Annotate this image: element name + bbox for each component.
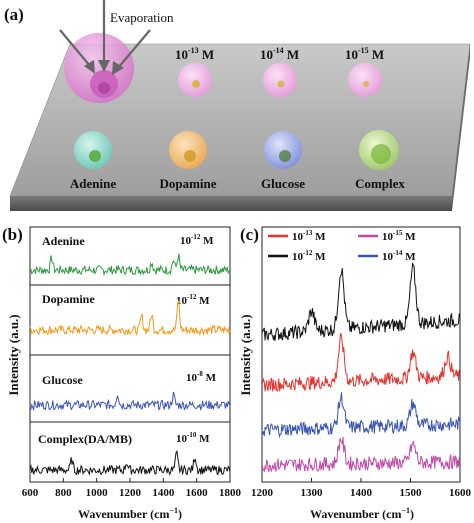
droplet-complex — [359, 130, 399, 170]
panel-c-ylabel: Intensity (a.u.) — [238, 314, 253, 395]
spectrum-dopamine — [29, 300, 231, 337]
panel-c-label: (c) — [240, 225, 259, 244]
x-tick-label: 1600 — [449, 487, 472, 499]
evaporating-droplet — [64, 33, 134, 103]
substrate-side — [10, 196, 452, 211]
panel-c-frame — [261, 226, 461, 483]
substrate-right-side — [452, 44, 470, 211]
panel-c-legend: 10-13 M 10-15 M 10-12 M 10-14 M — [268, 229, 416, 263]
analyte-label-glucose: Glucose — [261, 176, 305, 191]
spectrum-10-12-M — [261, 262, 461, 341]
x-tick-label: 1600 — [186, 487, 209, 499]
x-tick-label: 1400 — [152, 487, 175, 499]
panel-c-xlabel: Wavenumber (cm−1) — [310, 506, 414, 521]
spectrum-complex-da-mb- — [29, 450, 231, 476]
x-tick-label: 1200 — [119, 487, 142, 499]
x-tick-label: 1200 — [251, 487, 274, 499]
conc-label-1e-15: 10-15 M — [345, 46, 384, 62]
panel-a-label: (a) — [4, 5, 24, 24]
x-tick-label: 1500 — [400, 487, 423, 499]
trace-label-glucose: Glucose — [42, 373, 83, 387]
legend-label: 10-12 M — [292, 249, 326, 263]
x-tick-label: 1800 — [219, 487, 242, 499]
legend-label: 10-15 M — [382, 229, 416, 243]
spectrum-10-13-M — [261, 333, 461, 392]
panel-b-frame-3 — [29, 354, 231, 423]
analyte-label-dopamine: Dopamine — [159, 176, 216, 191]
droplet-1e-15 — [348, 63, 382, 97]
x-tick-label: 1400 — [350, 487, 373, 499]
trace-label-dopamine: Dopamine — [42, 292, 95, 306]
droplet-dopamine — [169, 131, 207, 169]
legend-label: 10-14 M — [382, 249, 416, 263]
panel-c: (c) Intensity (a.u.) 10-13 M 10-15 M 10-12… — [238, 225, 472, 521]
x-tick-label: 1000 — [86, 487, 109, 499]
conc-label-1e-13: 10-13 M — [175, 46, 214, 62]
droplet-1e-14 — [263, 63, 297, 97]
spectrum-10-15-M — [261, 436, 461, 474]
analyte-label-adenine: Adenine — [70, 176, 116, 191]
x-tick-label: 800 — [55, 487, 72, 499]
panel-b-frame-4 — [29, 421, 231, 483]
panel-b-traces — [29, 253, 231, 476]
panel-b-xlabel: Wavenumber (cm−1) — [78, 506, 182, 521]
panel-b-label: (b) — [2, 225, 23, 244]
droplet-adenine — [74, 131, 112, 169]
droplet-glucose — [264, 131, 302, 169]
trace-label-complex: Complex(DA/MB) — [38, 432, 132, 446]
x-tick-label: 1300 — [301, 487, 324, 499]
panel-c-x-axis: 1200 1300 1400 1500 1600 — [251, 478, 472, 499]
panel-b: (b) Intensity (a.u.) Adenine Dopamine Gl… — [2, 225, 242, 521]
legend-label: 10-13 M — [292, 229, 326, 243]
panel-a: (a) Evaporation — [4, 0, 471, 211]
trace-conc-adenine: 10-12 M — [180, 233, 214, 247]
trace-conc-complex: 10-10 M — [176, 431, 210, 445]
evaporation-label: Evaporation — [110, 10, 174, 25]
panel-b-x-axis: 600 800 1000 1200 1400 1600 1800 — [22, 478, 242, 499]
panel-b-ylabel: Intensity (a.u.) — [6, 314, 21, 395]
trace-conc-glucose: 10-8 M — [186, 370, 217, 384]
droplet-1e-13 — [178, 63, 212, 97]
trace-label-adenine: Adenine — [42, 234, 85, 248]
x-tick-label: 600 — [22, 487, 39, 499]
spectrum-glucose — [29, 391, 231, 412]
conc-label-1e-14: 10-14 M — [260, 46, 299, 62]
analyte-label-complex: Complex — [355, 176, 405, 191]
trace-conc-dopamine: 10-12 M — [176, 293, 210, 307]
spectrum-adenine — [29, 253, 231, 277]
spectrum-10-14-M — [261, 392, 461, 439]
panel-c-traces — [261, 262, 461, 474]
evaporation-arrows — [59, 0, 151, 75]
